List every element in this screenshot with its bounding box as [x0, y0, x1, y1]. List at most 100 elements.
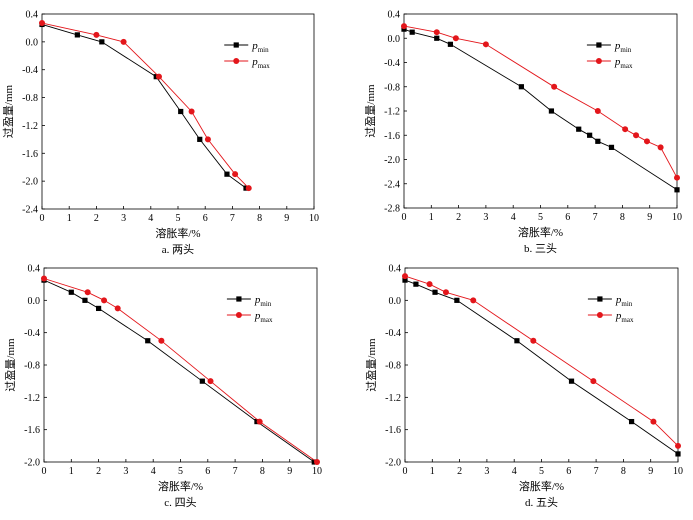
y-tick-label: -1.6: [22, 149, 38, 160]
x-tick-label: 5: [178, 466, 183, 477]
y-tick-label: -0.4: [385, 328, 401, 339]
y-tick-label: -2.0: [24, 458, 40, 469]
data-point-pmin: [413, 281, 419, 287]
data-point-pmin: [432, 289, 438, 295]
data-point-pmax: [590, 378, 597, 385]
legend-marker-pmin: [233, 42, 239, 48]
series-line-pmin: [43, 279, 315, 463]
data-point-pmax: [232, 171, 239, 178]
y-tick-label: 0.0: [26, 37, 39, 48]
y-axis-label: 过盈量/mm: [4, 338, 17, 392]
legend-marker-pmax: [595, 58, 602, 64]
y-axis-label: 过盈量/mm: [365, 338, 378, 392]
x-tick-label: 4: [512, 466, 517, 477]
x-tick-label: 8: [260, 466, 265, 477]
legend-marker-pmax: [233, 58, 240, 64]
panel-caption: a. 两头: [162, 243, 194, 256]
x-tick-label: 3: [483, 212, 488, 223]
x-tick-label: 2: [94, 213, 99, 224]
legend-marker-pmax: [235, 312, 242, 318]
data-point-pmax: [155, 73, 162, 80]
y-tick-label: -0.4: [24, 328, 40, 339]
y-tick-label: -0.4: [22, 65, 38, 76]
data-point-pmax: [650, 418, 657, 425]
panel-caption: d. 五头: [525, 496, 558, 509]
legend-marker-pmin: [236, 296, 242, 302]
y-tick-label: 0.4: [389, 264, 402, 275]
data-point-pmax: [314, 459, 320, 465]
y-tick-label: 0.0: [28, 296, 41, 307]
data-point-pmin: [434, 35, 440, 41]
x-tick-label: 7: [233, 466, 238, 477]
data-point-pmin: [74, 32, 80, 38]
data-point-pmax: [41, 275, 47, 282]
data-point-pmax: [39, 20, 45, 27]
data-point-pmax: [204, 136, 211, 143]
data-point-pmin: [548, 108, 555, 114]
data-point-pmin: [608, 144, 615, 150]
data-point-pmax: [452, 35, 459, 42]
x-tick-label: 3: [121, 213, 126, 224]
series-line-pmax: [43, 278, 318, 463]
data-point-pmin: [178, 108, 184, 115]
data-point-pmin: [82, 297, 88, 303]
x-tick-label: 5: [539, 466, 544, 477]
x-tick-label: 10: [309, 213, 319, 224]
data-point-pmax: [245, 185, 252, 192]
data-point-pmax: [643, 138, 650, 145]
x-tick-label: 10: [673, 466, 683, 477]
data-point-pmax: [442, 289, 449, 296]
y-tick-label: 0.4: [28, 264, 41, 275]
legend-label-pmax: pmax: [615, 310, 634, 324]
x-tick-label: 1: [69, 466, 74, 477]
x-tick-label: 0: [40, 213, 45, 224]
x-tick-label: 8: [621, 466, 626, 477]
data-point-pmin: [401, 26, 407, 32]
x-tick-label: 8: [257, 213, 262, 224]
data-point-pmax: [530, 337, 537, 344]
data-point-pmax: [657, 144, 664, 151]
data-point-pmax: [207, 378, 214, 385]
y-tick-label: -2.4: [22, 205, 38, 216]
data-point-pmin: [224, 171, 230, 177]
y-tick-label: -1.6: [384, 131, 400, 142]
chart-panel-2: 0 1 2 3 4 5 6 7 8 9 10 0.4 0.0 -0.4 -0.8 -1.2 -1.6 -2.0 溶胀…: [4, 264, 322, 510]
x-tick-label: 1: [429, 212, 434, 223]
data-point-pmax: [256, 418, 263, 425]
panel-caption: c. 四头: [164, 496, 196, 509]
x-tick-label: 0: [403, 466, 408, 477]
x-tick-label: 8: [620, 212, 625, 223]
series-line-pmin: [403, 28, 678, 191]
data-point-pmin: [68, 289, 74, 295]
x-tick-label: 1: [67, 213, 72, 224]
data-point-pmin: [145, 338, 151, 344]
data-point-pmin: [675, 451, 681, 457]
x-tick-label: 7: [230, 213, 235, 224]
x-axis-label: 溶胀率/%: [518, 225, 563, 239]
y-tick-label: 0.0: [388, 34, 401, 45]
x-tick-label: 6: [205, 466, 210, 477]
x-tick-label: 6: [203, 213, 208, 224]
y-tick-label: -2.0: [22, 177, 38, 188]
x-tick-label: 2: [96, 466, 101, 477]
data-point-pmax: [622, 126, 629, 133]
y-tick-label: -0.8: [24, 361, 40, 372]
x-tick-label: 5: [176, 213, 181, 224]
chart-panel-3: 0 1 2 3 4 5 6 7 8 9 10 0.4 0.0 -0.4 -0.8 -1.2 -1.6 -2.0 溶胀…: [365, 264, 683, 510]
y-tick-label: -2.4: [384, 179, 400, 190]
x-tick-label: 5: [538, 212, 543, 223]
x-tick-label: 7: [593, 212, 598, 223]
y-tick-label: -0.8: [384, 82, 400, 93]
x-axis-label: 溶胀率/%: [155, 226, 200, 240]
data-point-pmin: [454, 297, 460, 303]
data-point-pmax: [188, 108, 195, 115]
x-tick-label: 9: [648, 466, 653, 477]
y-tick-label: -2.0: [385, 458, 401, 469]
y-tick-label: -1.2: [22, 121, 38, 132]
data-point-pmax: [101, 297, 108, 304]
data-point-pmax: [158, 337, 165, 344]
plot-frame: [404, 267, 679, 463]
legend-marker-pmin: [597, 296, 603, 302]
data-point-pmin: [576, 126, 582, 132]
